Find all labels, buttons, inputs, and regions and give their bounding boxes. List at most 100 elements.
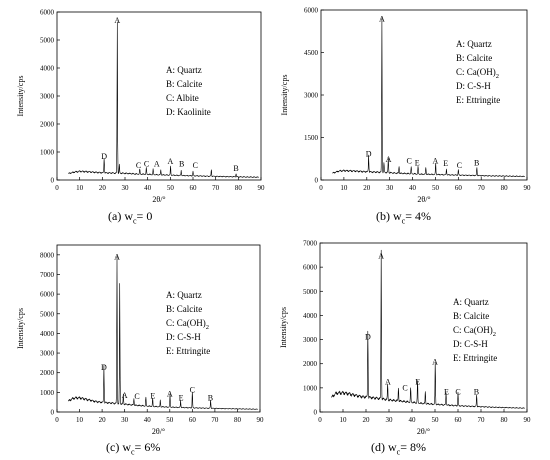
chart-d-ytick-label: 4000 [303, 312, 318, 320]
chart-a-peak-label: D [101, 152, 107, 161]
chart-d: 0 10 20 30 40 50 60 70 80 90 0 1000 2000 3000 4000 5000… [279, 240, 531, 437]
chart-d-legend-entry: C: Ca(OH)2 [453, 325, 496, 338]
chart-c-peak-label: C [190, 385, 195, 394]
chart-c-peak-label: D [101, 363, 107, 372]
chart-a-xtick-label: 30 [122, 184, 130, 192]
chart-d-peak-label: E [444, 388, 449, 397]
chart-b-legend-sub: 2 [496, 73, 499, 80]
caption-c-sub: c [130, 447, 135, 457]
chart-d-peak-label: A [432, 357, 438, 366]
chart-d-xtick-label: 70 [478, 416, 486, 424]
chart-c-ytick-label: 5000 [40, 310, 55, 318]
chart-c-legend-entry: A: Quartz [166, 290, 202, 300]
chart-b-legend-text: A: Quartz [456, 39, 492, 49]
chart-c-xtick-label: 70 [211, 416, 219, 424]
chart-c-xtick-label: 40 [144, 416, 152, 424]
chart-c-xtick-label: 80 [234, 416, 242, 424]
chart-d-legend-entry: A: Quartz [453, 297, 489, 307]
caption-b: (b) wc= 4% [376, 209, 431, 225]
chart-a-xtick-label: 80 [235, 184, 243, 192]
chart-c-legend-text: A: Quartz [166, 290, 202, 300]
chart-c-xtick-label: 20 [99, 416, 107, 424]
chart-d-xtick-label: 30 [386, 416, 394, 424]
chart-b-ytick-label: 3000 [304, 92, 319, 100]
chart-d-peak-label: D [365, 333, 371, 342]
chart-c-peak-label: B [208, 394, 213, 403]
chart-c-ytick-label: 4000 [40, 330, 55, 338]
chart-d-xrd-trace [331, 249, 525, 409]
chart-a-ytick-label: 4000 [40, 65, 55, 73]
chart-b-xtick-label: 90 [524, 184, 532, 192]
chart-d-ytick-label: 7000 [303, 240, 318, 248]
chart-a-legend-text: D: Kaolinite [166, 107, 211, 117]
chart-a-peak-label: B [179, 159, 184, 168]
caption-b-sub: c [401, 216, 406, 226]
chart-b-xtick-label: 30 [386, 184, 394, 192]
chart-b-legend-entry: D: C-S-H [456, 81, 491, 91]
caption-c: (c) wc= 6% [106, 440, 160, 456]
chart-d-legend-entry: D: C-S-H [453, 339, 488, 349]
chart-a-peak-label: C [193, 161, 198, 170]
chart-a-xtick-label: 50 [167, 184, 175, 192]
chart-b-ytick-label: 4500 [304, 49, 319, 57]
chart-c-peak-label: A [167, 390, 173, 399]
chart-c-xrd-trace [68, 255, 258, 410]
chart-d-ytick-label: 6000 [303, 264, 318, 272]
chart-b-ylabel: Intensity/cps [280, 75, 289, 116]
chart-b-ytick-label: 6000 [304, 7, 319, 15]
chart-b-peak-label: A [379, 14, 385, 23]
chart-a-xlabel: 2θ/° [152, 195, 165, 204]
chart-d-xtick-label: 60 [455, 416, 463, 424]
chart-d-xtick-label: 50 [432, 416, 440, 424]
chart-a-legend-entry: C: Albite [166, 93, 199, 103]
chart-d-ytick-label: 0 [314, 409, 318, 417]
chart-a-xtick-label: 40 [144, 184, 152, 192]
chart-d-plot-frame [319, 242, 528, 413]
chart-b-legend-text: B: Calcite [456, 53, 492, 63]
chart-b-xtick-label: 70 [478, 184, 486, 192]
chart-d-peak-label: A [378, 252, 384, 261]
chart-a-ytick-label: 1000 [40, 149, 55, 157]
caption-d: (d) wc= 8% [371, 440, 426, 456]
caption-c-label: (c) w [106, 440, 131, 454]
chart-a-peak-label: C [144, 159, 149, 168]
chart-c-legend-entry: D: C-S-H [166, 332, 201, 342]
chart-d-legend-text: C: Ca(OH) [453, 325, 493, 335]
chart-b-legend-text: C: Ca(OH) [456, 67, 496, 77]
chart-b-ytick-label: 1500 [304, 134, 319, 142]
chart-c-ytick-label: 8000 [40, 251, 55, 259]
chart-d-xtick-label: 80 [501, 416, 509, 424]
caption-a: (a) wc= 0 [108, 209, 152, 225]
chart-a-peak-label: B [233, 164, 238, 173]
chart-b-legend-text: D: C-S-H [456, 81, 491, 91]
chart-d-peak-label: A [385, 378, 391, 387]
chart-b-xtick-label: 20 [363, 184, 371, 192]
chart-a-xtick-label: 10 [76, 184, 84, 192]
caption-c-value: = 6% [134, 440, 161, 454]
chart-d-legend-entry: B: Calcite [453, 311, 489, 321]
chart-b-legend-entry: E: Ettringite [456, 95, 500, 105]
chart-c-ytick-label: 1000 [40, 389, 55, 397]
chart-d-legend-text: E: Ettringite [453, 353, 497, 363]
caption-a-sub: c [132, 216, 137, 226]
chart-b-xlabel: 2θ/° [417, 195, 430, 204]
caption-a-value: = 0 [136, 209, 153, 223]
chart-a-ylabel: Intensity/cps [16, 76, 25, 117]
chart-c-ytick-label: 3000 [40, 350, 55, 358]
chart-b-peak-label: C [406, 157, 411, 166]
chart-d-ytick-label: 5000 [303, 288, 318, 296]
chart-d-ytick-label: 3000 [303, 336, 318, 344]
chart-d-legend-text: A: Quartz [453, 297, 489, 307]
caption-d-value: = 8% [400, 440, 426, 454]
chart-d-ytick-label: 1000 [303, 384, 318, 392]
chart-a-legend-text: A: Quartz [166, 65, 202, 75]
chart-a-legend-text: B: Calcite [166, 79, 202, 89]
chart-b-peak-label: C [457, 161, 462, 170]
chart-d-legend-sub: 2 [493, 331, 496, 338]
chart-a-ytick-label: 5000 [40, 37, 55, 45]
chart-c-ytick-label: 6000 [40, 291, 55, 299]
chart-d-peak-label: E [415, 378, 420, 387]
chart-c-ytick-label: 7000 [40, 271, 55, 279]
chart-b-peak-label: E [415, 158, 420, 167]
